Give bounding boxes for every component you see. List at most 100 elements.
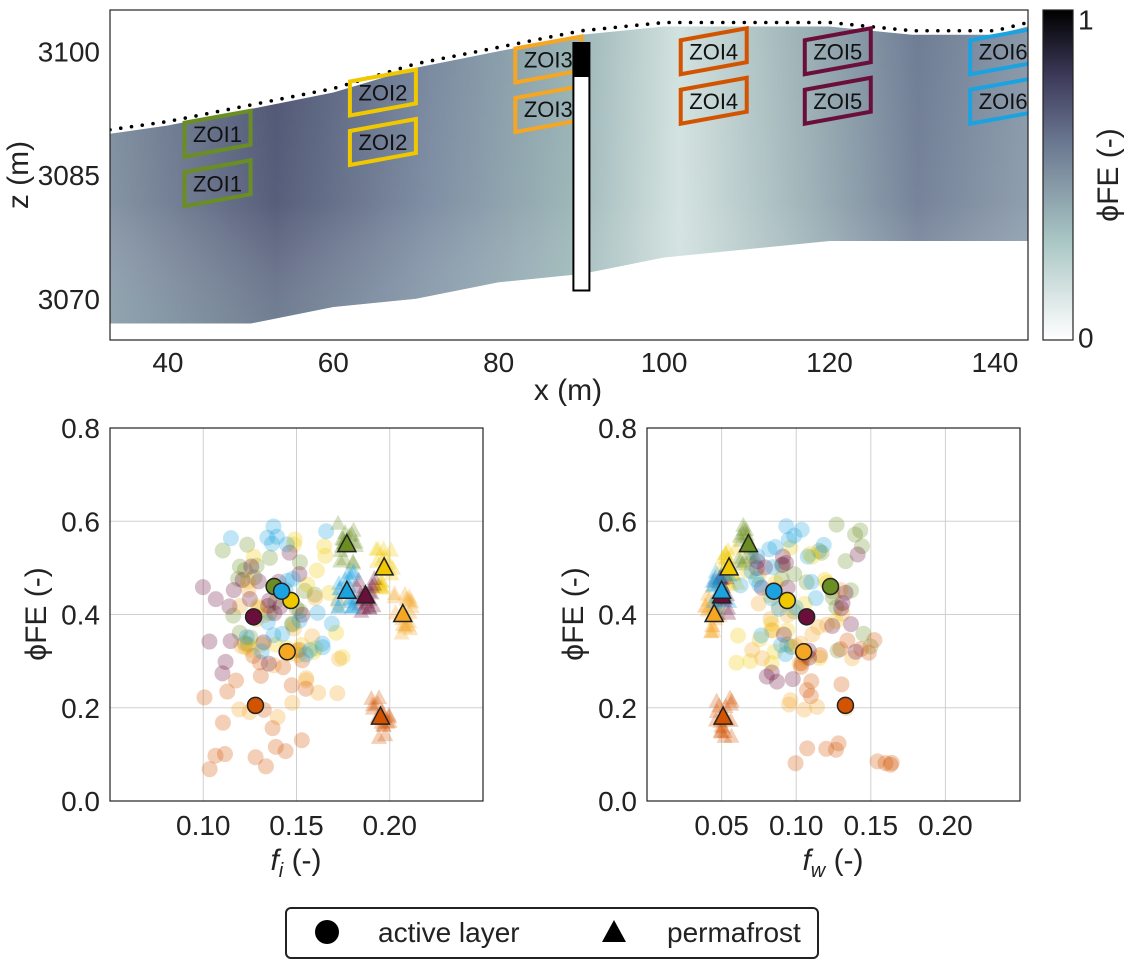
surface-dot	[721, 20, 725, 25]
surface-dot	[129, 124, 134, 129]
sample-point	[336, 550, 353, 566]
sample-point	[207, 747, 224, 764]
scatter-fi-frame	[109, 427, 484, 802]
y-tick: 0.4	[598, 600, 637, 631]
sample-point	[773, 636, 790, 653]
sample-point	[239, 536, 256, 553]
sample-point	[716, 570, 733, 586]
x-tick: 0.20	[363, 810, 418, 841]
sample-point	[345, 562, 362, 578]
mean-point-zoi5-permafrost	[355, 584, 376, 604]
sample-point	[763, 655, 780, 672]
sample-point	[225, 582, 242, 599]
sample-point	[284, 570, 301, 587]
sample-point	[798, 682, 815, 699]
sample-point	[792, 658, 809, 675]
zone-label-zoi5: ZOI5	[813, 89, 862, 114]
sample-point	[260, 597, 277, 614]
sample-point	[297, 646, 314, 663]
sample-point	[787, 755, 804, 772]
zone-box-zoi1	[182, 157, 253, 209]
sample-point	[233, 637, 250, 654]
sample-point	[742, 545, 759, 561]
sample-point	[853, 538, 870, 555]
y-tick: 0.8	[598, 413, 637, 444]
surface-dot	[570, 30, 575, 35]
sample-point	[291, 554, 308, 571]
legend: active layer permafrost	[285, 907, 819, 959]
sample-point	[842, 616, 859, 633]
surface-dot	[774, 20, 779, 25]
mean-point-zoi3-permafrost	[392, 602, 414, 623]
sample-point	[257, 758, 274, 775]
sample-point	[834, 594, 851, 611]
sample-point	[748, 560, 765, 577]
sample-point	[367, 578, 384, 594]
sample-point	[398, 590, 415, 606]
sample-point	[742, 549, 759, 565]
sample-point	[796, 595, 813, 612]
zone-label-zoi3: ZOI3	[524, 48, 573, 73]
sample-point	[240, 581, 257, 598]
sample-point	[286, 531, 303, 548]
y-tick: 0.8	[61, 413, 100, 444]
sample-point	[777, 554, 794, 571]
sample-point	[828, 516, 845, 533]
legend-active-layer-marker	[315, 920, 339, 944]
colorbar-min-label: 0	[1078, 322, 1094, 353]
sample-point	[261, 592, 278, 609]
sample-point	[751, 576, 768, 593]
sample-point	[371, 575, 388, 591]
sample-point	[734, 555, 751, 571]
sample-point	[308, 562, 325, 579]
sample-point	[731, 553, 748, 569]
sample-point	[334, 649, 351, 666]
sample-point	[729, 627, 746, 644]
sample-point	[265, 627, 282, 644]
legend-permafrost-label: permafrost	[667, 917, 801, 948]
sample-point	[862, 638, 879, 655]
sample-point	[750, 568, 767, 585]
sample-point	[225, 607, 242, 624]
section-y-label: z (m)	[2, 141, 35, 209]
sample-point	[344, 598, 361, 614]
sample-point	[386, 588, 403, 604]
scatter-fi-x-label: fi (-)	[270, 844, 321, 882]
mean-point-zoi2-active	[778, 591, 796, 610]
surface-dot	[441, 56, 446, 61]
sample-point	[720, 599, 737, 615]
surface-dot	[462, 52, 467, 56]
surface-dot	[140, 123, 145, 127]
sample-point	[707, 569, 724, 585]
zone-box-zoi2	[347, 116, 418, 168]
surface-dot	[516, 41, 521, 46]
surface-dot	[581, 28, 585, 33]
surface-dot	[613, 25, 618, 30]
sample-point	[269, 709, 286, 726]
sample-point	[833, 676, 850, 693]
zone-label-zoi2: ZOI2	[358, 130, 407, 155]
sample-point	[296, 582, 313, 599]
sample-point	[763, 615, 780, 632]
sample-point	[364, 696, 381, 712]
sample-point	[716, 727, 733, 743]
sample-point	[716, 722, 733, 738]
surface-dot	[506, 43, 510, 48]
mean-point-zoi1-permafrost	[738, 532, 759, 553]
surface-dot	[850, 22, 854, 27]
sample-point	[330, 514, 347, 530]
surface-dot	[656, 21, 661, 25]
surface-dot	[731, 20, 736, 25]
sample-point	[706, 571, 723, 587]
sample-point	[366, 569, 383, 585]
sample-point	[394, 616, 411, 632]
mean-point-zoi3-active	[794, 643, 813, 661]
section-frame	[109, 9, 1029, 341]
sample-point	[366, 575, 383, 591]
sample-point	[248, 557, 265, 574]
sample-point	[259, 529, 276, 546]
mean-point-zoi4-active	[836, 696, 855, 715]
zone-box-zoi5	[802, 25, 873, 77]
sample-point	[802, 688, 819, 705]
sample-point	[330, 574, 347, 590]
